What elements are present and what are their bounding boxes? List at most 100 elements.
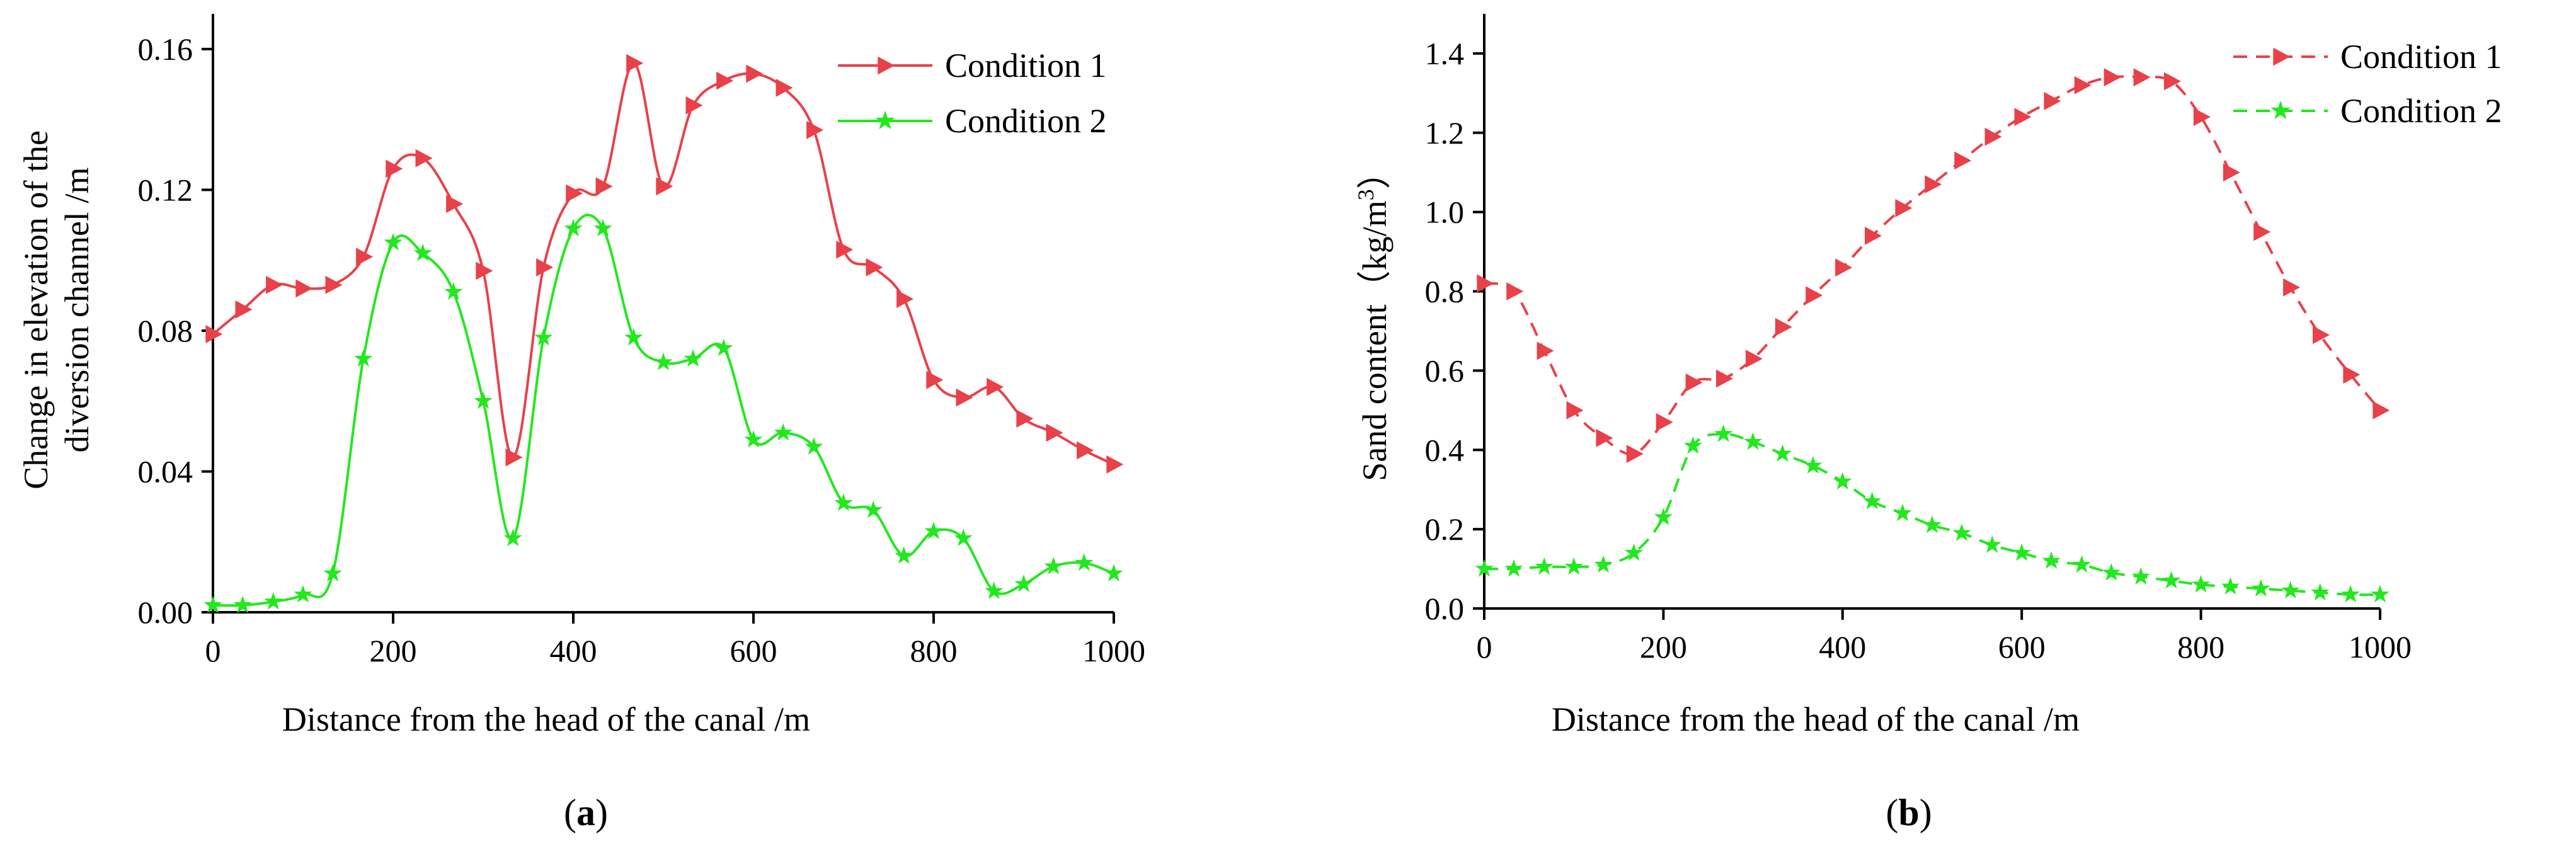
panel-a-series (203, 54, 1124, 614)
data-point (1893, 503, 1912, 522)
x-tick-label: 0 (205, 633, 221, 668)
series-1 (1477, 68, 2390, 463)
x-tick-label: 1000 (2349, 629, 2412, 665)
x-tick-label: 800 (2177, 629, 2224, 665)
data-point (505, 448, 523, 467)
y-tick-label: 0.08 (138, 313, 193, 348)
panel-a-ticks: 0 200 400 600 800 1000 0.00 0.04 0.08 0.12 0.16 (138, 31, 1146, 668)
y-tick-label: 0.12 (138, 172, 193, 207)
data-point (2014, 108, 2032, 127)
legend-item-2: Condition 2 (2233, 92, 2502, 130)
data-point (1983, 535, 2001, 553)
panel-a-legend: Condition 1 Condition 2 (838, 47, 1107, 140)
data-point (1806, 286, 1823, 305)
y-tick-label: 0.2 (1425, 511, 1465, 547)
data-point (2311, 583, 2330, 601)
series-2 (203, 214, 1123, 614)
data-point (1537, 341, 1554, 360)
data-point (1046, 423, 1063, 442)
data-point (774, 423, 793, 441)
data-point (2074, 76, 2092, 94)
data-point (864, 500, 883, 518)
data-point (1863, 491, 1882, 510)
data-point (2253, 222, 2271, 241)
data-point (1744, 432, 1763, 450)
panel-b-legend: Condition 1 Condition 2 (2233, 38, 2502, 130)
data-point (1804, 456, 1823, 474)
data-point (954, 528, 973, 547)
x-tick-label: 200 (370, 633, 417, 668)
data-point (746, 64, 764, 83)
x-tick-label: 400 (550, 633, 597, 668)
x-tick-label: 1000 (1082, 633, 1145, 668)
data-point (716, 71, 734, 90)
series-line (212, 214, 1114, 607)
legend-label: Condition 2 (2340, 92, 2502, 130)
panel-b-axes (1483, 14, 2380, 610)
data-point (1923, 515, 1942, 534)
data-point (1506, 282, 1524, 300)
y-tick-label: 0.4 (1425, 432, 1465, 467)
data-point (1077, 441, 1094, 460)
x-tick-label: 600 (730, 633, 777, 668)
panel-b-label: (b) (1886, 792, 1932, 833)
data-point (1833, 472, 1852, 490)
panel-b-series (1475, 68, 2390, 603)
data-point (564, 219, 583, 237)
panel-a-y-axis-title-line2: diversion channel /m (58, 168, 96, 453)
y-tick-label: 0.0 (1425, 591, 1465, 626)
data-point (593, 219, 612, 237)
legend-label: Condition 1 (945, 47, 1107, 84)
data-point (926, 370, 944, 389)
data-point (2313, 326, 2330, 345)
data-point (1106, 455, 1124, 474)
x-tick-label: 400 (1819, 629, 1866, 665)
y-tick-label: 1.2 (1425, 115, 1465, 151)
panel-b-y-axis-title: Sand content（kg/m3） (1353, 155, 1394, 481)
panel-a-y-axis-title-line1: Change in elevation of the (17, 130, 55, 489)
legend-item-1: Condition 1 (838, 47, 1107, 84)
data-point (1865, 227, 1882, 245)
legend-marker (2273, 47, 2291, 66)
data-point (1654, 507, 1673, 525)
x-tick-label: 600 (1998, 629, 2046, 665)
legend-item-2: Condition 2 (838, 102, 1107, 140)
data-point (2193, 108, 2211, 127)
data-point (2102, 563, 2121, 581)
data-point (1835, 258, 1853, 277)
panel-a-chart: 0 200 400 600 800 1000 0.00 0.04 0.08 0.12 0.16 Di… (17, 14, 1145, 833)
panel-b-chart: 0 200 400 600 800 1000 0.0 0.2 0.4 0.6 0.8 1.0 1.2 1.… (1353, 14, 2502, 833)
data-point (685, 96, 703, 115)
data-point (2223, 163, 2240, 182)
y-tick-label: 1.0 (1425, 195, 1465, 230)
data-point (2281, 581, 2300, 599)
data-point (1014, 574, 1033, 592)
data-point (1685, 373, 1703, 392)
series-line (1484, 433, 2381, 597)
x-tick-label: 800 (910, 633, 958, 668)
panel-b-ticks: 0 200 400 600 800 1000 0.0 0.2 0.4 0.6 0.8 1.0 1.2 1.… (1425, 36, 2412, 665)
data-point (325, 275, 343, 294)
data-point (2283, 278, 2301, 297)
data-point (624, 328, 643, 346)
data-point (1656, 413, 1673, 431)
data-point (444, 282, 463, 300)
panel-a-label: (a) (564, 792, 608, 833)
panel-a-axes (212, 14, 1114, 614)
data-point (1952, 523, 1971, 541)
y-tick-label: 1.4 (1425, 36, 1465, 71)
data-point (1954, 151, 1972, 170)
data-point (2371, 585, 2390, 603)
data-point (356, 248, 374, 266)
panel-a-x-axis-title: Distance from the head of the canal /m (282, 700, 810, 738)
data-point (956, 388, 973, 407)
data-point (266, 275, 283, 294)
y-tick-label: 0.6 (1425, 353, 1465, 388)
data-point (1626, 445, 1644, 463)
data-point (2373, 401, 2390, 420)
legend-label: Condition 1 (2340, 38, 2502, 76)
data-point (626, 54, 644, 72)
series-1 (205, 54, 1124, 474)
data-point (1016, 409, 1034, 428)
data-point (323, 564, 342, 581)
